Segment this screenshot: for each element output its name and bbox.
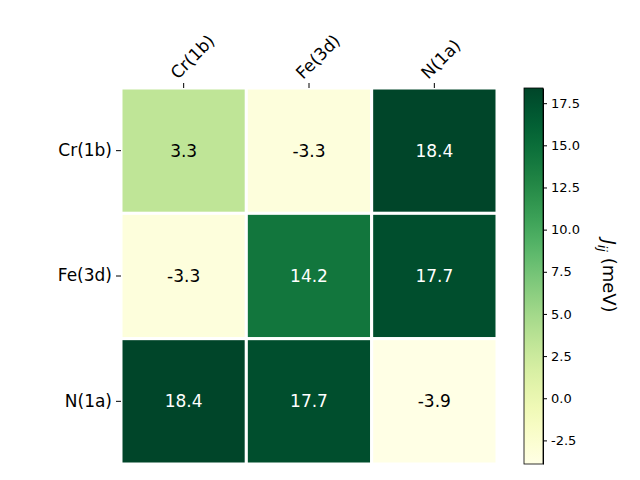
tick-label: 5.0 [551, 307, 572, 322]
tick: Fe(3d) [58, 265, 121, 285]
cell [246, 213, 371, 338]
cell-label: 17.7 [415, 266, 453, 286]
cell [246, 339, 371, 464]
cell-label: -3.3 [167, 266, 200, 286]
tick-label: -2.5 [551, 433, 576, 448]
cell [121, 339, 246, 464]
tick-mark [116, 401, 121, 402]
tick-label: N(1a) [417, 35, 465, 83]
heatmap-chart: 3.3 -3.3 18.4 -3.3 14.2 17.7 18.4 17.7 -3.9 Cr(1b… [0, 0, 640, 480]
tick-label: Fe(3d) [58, 265, 112, 285]
tick-mark [434, 83, 435, 88]
cell-label: 3.3 [170, 141, 197, 161]
tick-mark [543, 356, 547, 357]
tick: -2.5 [543, 433, 576, 448]
tick: Cr(1b) [58, 140, 121, 160]
colorbar [524, 88, 543, 464]
cell-label: -3.3 [292, 141, 325, 161]
tick-label: 7.5 [551, 264, 572, 279]
tick: 15.0 [543, 138, 580, 153]
tick-mark [543, 145, 547, 146]
cell [246, 88, 371, 213]
tick-mark [116, 276, 121, 277]
tick: Cr(1b) [166, 31, 218, 88]
tick-label: 12.5 [551, 180, 580, 195]
cells [121, 88, 497, 464]
tick-label: 0.0 [551, 391, 572, 406]
tick-label: 15.0 [551, 138, 580, 153]
tick-mark [116, 150, 121, 151]
tick-label: 2.5 [551, 349, 572, 364]
tick: 12.5 [543, 180, 580, 195]
tick-label: Cr(1b) [166, 31, 218, 83]
y-axis: Cr(1b) Fe(3d) N(1a) [58, 140, 121, 411]
tick-label: Fe(3d) [292, 30, 344, 82]
cell [372, 88, 497, 213]
tick-mark [543, 440, 547, 441]
tick-mark [183, 83, 184, 88]
axis-line [543, 89, 544, 465]
cell [121, 213, 246, 338]
tick-label: 10.0 [551, 222, 580, 237]
tick: 10.0 [543, 222, 580, 237]
tick-mark [543, 398, 547, 399]
tick-label: Cr(1b) [58, 140, 112, 160]
tick: 0.0 [543, 391, 572, 406]
tick: Fe(3d) [292, 30, 344, 88]
tick-label: N(1a) [65, 391, 112, 411]
cell [121, 88, 246, 213]
x-axis: Cr(1b) Fe(3d) N(1a) [166, 30, 464, 88]
cell-label: 14.2 [290, 266, 328, 286]
tick-mark [543, 103, 547, 104]
tick: N(1a) [417, 35, 465, 88]
tick: 2.5 [543, 349, 572, 364]
cell [372, 339, 497, 464]
tick-mark [543, 314, 547, 315]
tick: 7.5 [543, 264, 572, 279]
cell-label: -3.9 [418, 391, 451, 411]
tick-mark [543, 230, 547, 231]
colorbar-axis: -2.5 0.0 2.5 5.0 7.5 10.0 12.5 15.0 17.5 [543, 89, 580, 465]
tick-mark [309, 83, 310, 88]
cell [372, 213, 497, 338]
tick-mark [543, 272, 547, 273]
tick-mark [543, 187, 547, 188]
cell-label: 18.4 [415, 141, 453, 161]
tick-label: 17.5 [551, 96, 580, 111]
tick: N(1a) [65, 391, 121, 411]
tick: 17.5 [543, 96, 580, 111]
cell-labels: 3.3 -3.3 18.4 -3.3 14.2 17.7 18.4 17.7 -3.9 [165, 141, 454, 412]
tick: 5.0 [543, 307, 572, 322]
cell-label: 18.4 [165, 391, 203, 411]
cell-label: 17.7 [290, 391, 328, 411]
colorbar-label: Jij (meV) [595, 236, 620, 312]
